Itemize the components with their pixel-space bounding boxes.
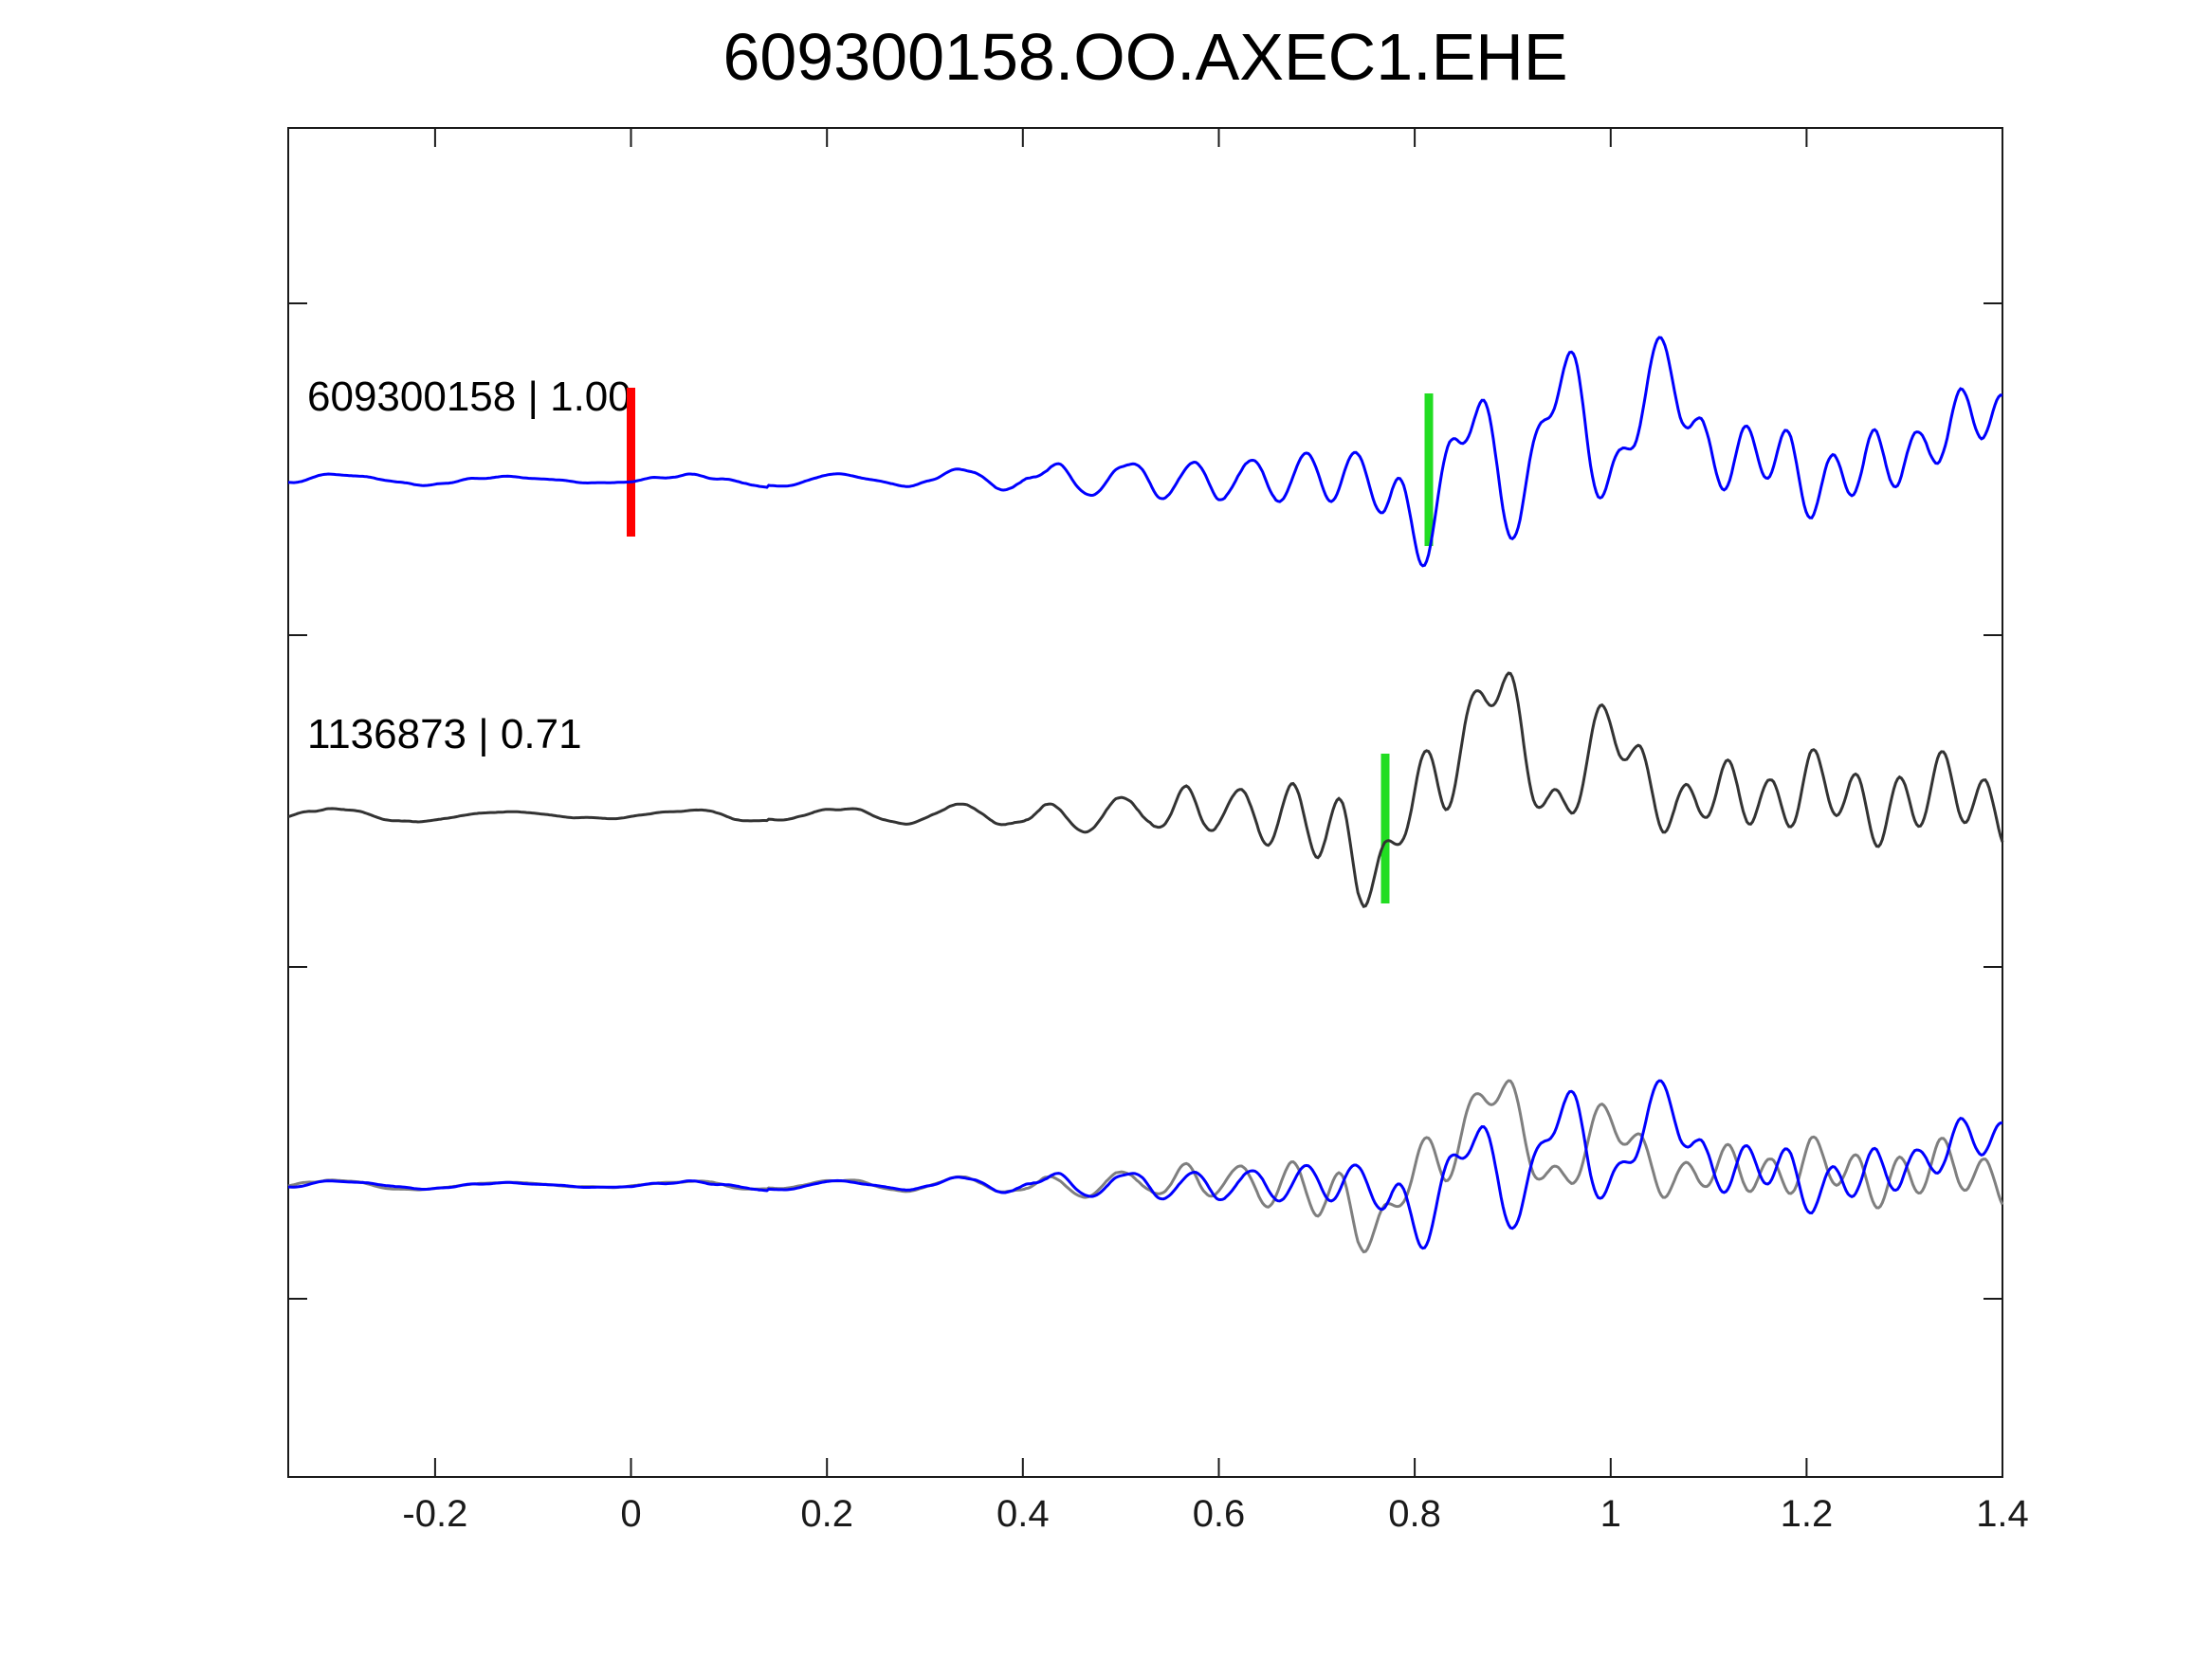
svg-text:1.2: 1.2 (1781, 1493, 1834, 1535)
svg-text:1.4: 1.4 (1976, 1493, 2029, 1535)
svg-text:0.2: 0.2 (800, 1493, 853, 1535)
svg-text:1: 1 (1600, 1493, 1621, 1535)
svg-text:-0.2: -0.2 (402, 1493, 467, 1535)
svg-text:0.6: 0.6 (1193, 1493, 1246, 1535)
svg-text:0.4: 0.4 (996, 1493, 1050, 1535)
svg-text:1136873 | 0.71: 1136873 | 0.71 (307, 711, 582, 757)
svg-text:0.8: 0.8 (1388, 1493, 1441, 1535)
svg-text:609300158 | 1.00: 609300158 | 1.00 (307, 374, 631, 420)
svg-text:0: 0 (620, 1493, 641, 1535)
